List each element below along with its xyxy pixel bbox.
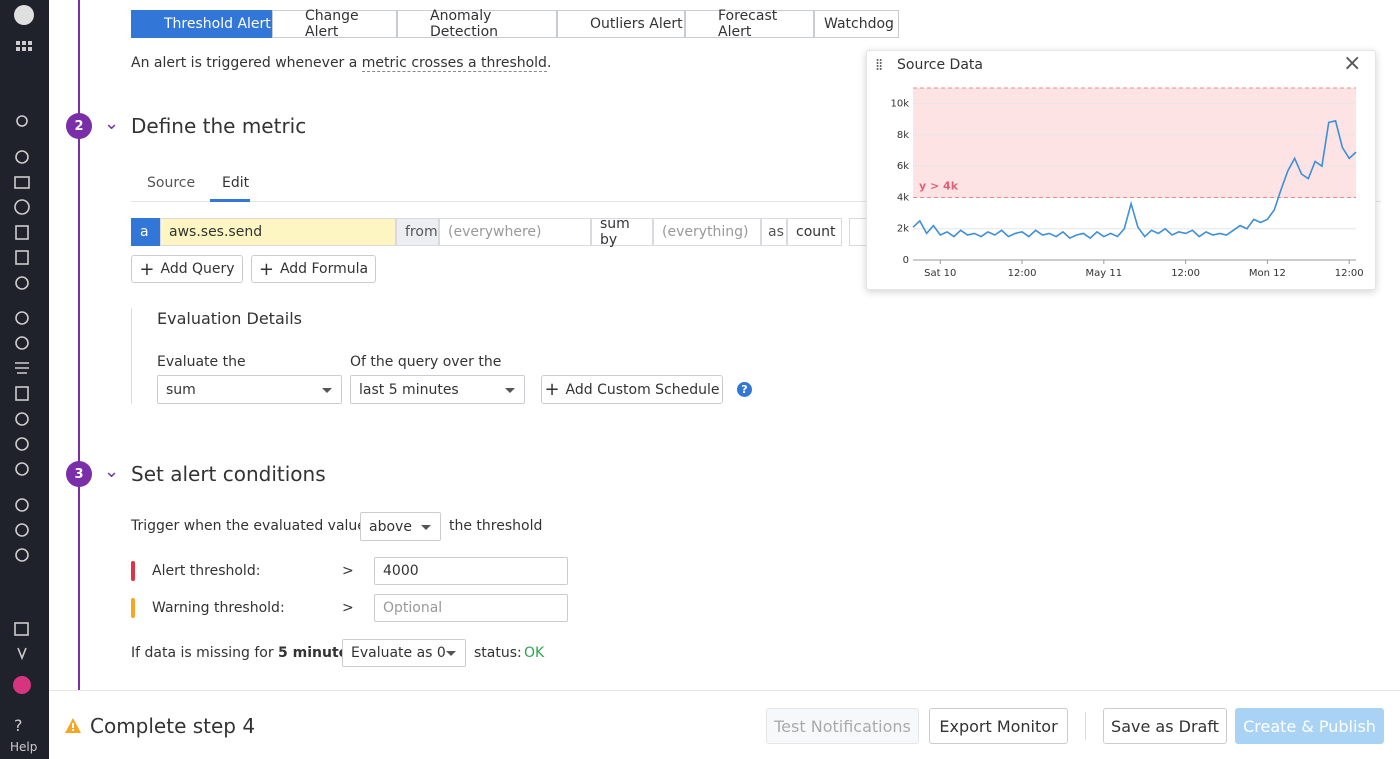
missing-text: If data is missing for (131, 645, 274, 661)
alert-operator: > (342, 563, 354, 579)
x-tick-label: 12:00 (1171, 268, 1200, 279)
trigger-after: the threshold (449, 518, 543, 534)
step-line (78, 0, 80, 690)
warning-marker (131, 598, 135, 618)
warning-icon (65, 718, 81, 733)
subtab-active (210, 199, 250, 202)
step-title: Define the metric (131, 114, 307, 138)
group-input[interactable]: (everything) (653, 218, 761, 246)
y-tick-label: 10k (890, 99, 909, 110)
threshold-band (913, 88, 1356, 198)
panel-title: Source Data (897, 57, 983, 73)
threshold-label: y > 4k (919, 179, 959, 192)
subtab-edit[interactable]: Edit (222, 175, 250, 191)
description-link[interactable]: metric crosses a threshold (361, 55, 547, 72)
x-tick-label: May 11 (1086, 268, 1123, 279)
add-formula-label: Add Formula (279, 261, 369, 277)
close-button[interactable]: × (1343, 51, 1362, 76)
alert-marker (131, 561, 135, 581)
status-value: OK (524, 645, 545, 661)
help-badge[interactable]: ? (737, 382, 752, 397)
missing-duration: 5 minutes (278, 645, 357, 661)
collapse-caret[interactable]: ⌄ (104, 113, 120, 134)
subtab-source[interactable]: Source (147, 175, 196, 191)
sum-by-label: sum by (591, 216, 653, 248)
x-tick-label: Sat 10 (924, 268, 956, 279)
step-number: 3 (66, 461, 92, 487)
step-number: 2 (66, 113, 92, 139)
from-label: from (396, 218, 439, 246)
add-query-button[interactable]: + Add Query (131, 255, 243, 283)
description: An alert is triggered whenever a metric … (131, 55, 552, 72)
help-label[interactable]: Help (10, 740, 38, 754)
eval-rule (131, 308, 132, 404)
tab-forecast[interactable]: Forecast Alert (685, 8, 814, 40)
tab-watchdog[interactable]: Watchdog (814, 10, 899, 38)
export-button[interactable]: Export Monitor (929, 708, 1068, 744)
chart: 0 2k 4k 6k 8k 10k y > 4k Sat 10 12:00 May 11 12:00… (890, 87, 1364, 279)
evaluate-label: Evaluate the (157, 354, 246, 370)
x-tick-label: 12:00 (1335, 268, 1364, 279)
as-label: as (761, 218, 787, 246)
y-tick-label: 6k (897, 161, 909, 172)
y-tick-label: 4k (897, 192, 909, 203)
trigger-select[interactable]: above (360, 512, 441, 541)
status-label: status: (474, 645, 522, 661)
y-tick-label: 2k (897, 224, 909, 235)
tab-threshold[interactable]: Threshold Alert (131, 10, 272, 38)
window-select[interactable]: last 5 minutes (350, 375, 525, 404)
collapse-caret[interactable]: ⌄ (104, 461, 120, 482)
x-tick-label: Mon 12 (1249, 268, 1286, 279)
query-letter: a (131, 218, 160, 246)
step-title: Set alert conditions (131, 462, 326, 486)
tab-change[interactable]: Change Alert (272, 8, 397, 40)
warning-input[interactable]: Optional (374, 594, 568, 622)
source-panel: ⁞⁞ Source Data × 0 2k 4k 6k 8k 10k y > 4k Sat 1… (866, 50, 1376, 290)
draft-button[interactable]: Save as Draft (1103, 708, 1227, 744)
tab-outliers[interactable]: Outliers Alert (557, 10, 685, 38)
y-tick-label: 0 (903, 255, 909, 266)
schedule-button[interactable]: + Add Custom Schedule (541, 375, 723, 404)
metric-input[interactable]: aws.ses.send (160, 218, 396, 246)
missing-select[interactable]: Evaluate as 0 (342, 639, 466, 667)
alert-label: Alert threshold: (152, 563, 261, 579)
add-formula-button[interactable]: + Add Formula (251, 255, 376, 283)
eval-title: Evaluation Details (157, 309, 302, 328)
alert-input[interactable]: 4000 (374, 557, 568, 585)
sidebar-icons (13, 5, 34, 694)
y-tick-label: 8k (897, 130, 909, 141)
missing-label: If data is missing for 5 minutes (131, 645, 357, 661)
window-label: Of the query over the (350, 354, 502, 370)
drag-handle[interactable]: ⁞⁞ (875, 55, 883, 74)
x-tick-label: 12:00 (1008, 268, 1037, 279)
help-icon[interactable]: ? (14, 716, 23, 735)
footer-divider (1085, 712, 1086, 740)
evaluate-select[interactable]: sum (157, 375, 342, 404)
scope-input[interactable]: (everywhere) (439, 218, 591, 246)
publish-button[interactable]: Create & Publish (1235, 708, 1384, 744)
test-button[interactable]: Test Notifications (766, 708, 919, 744)
add-query-label: Add Query (160, 261, 235, 277)
warning-operator: > (342, 600, 354, 616)
schedule-label: Add Custom Schedule (565, 381, 720, 398)
warning-label: Warning threshold: (152, 600, 285, 616)
footer-step: Complete step 4 (90, 714, 256, 738)
tab-anomaly[interactable]: Anomaly Detection (397, 8, 557, 40)
type-select[interactable]: count (787, 218, 842, 246)
sidebar: ? Help (0, 0, 49, 759)
description-end: . (546, 55, 552, 71)
subtab-rule (131, 201, 1381, 202)
series-line (912, 119, 1357, 240)
description-text: An alert is triggered whenever a (131, 55, 358, 71)
trigger-label: Trigger when the evaluated value is (131, 518, 382, 534)
